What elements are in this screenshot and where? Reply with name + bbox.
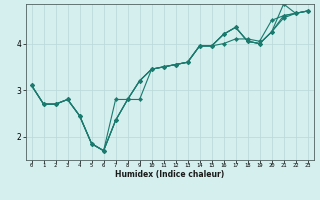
X-axis label: Humidex (Indice chaleur): Humidex (Indice chaleur) <box>115 170 224 179</box>
